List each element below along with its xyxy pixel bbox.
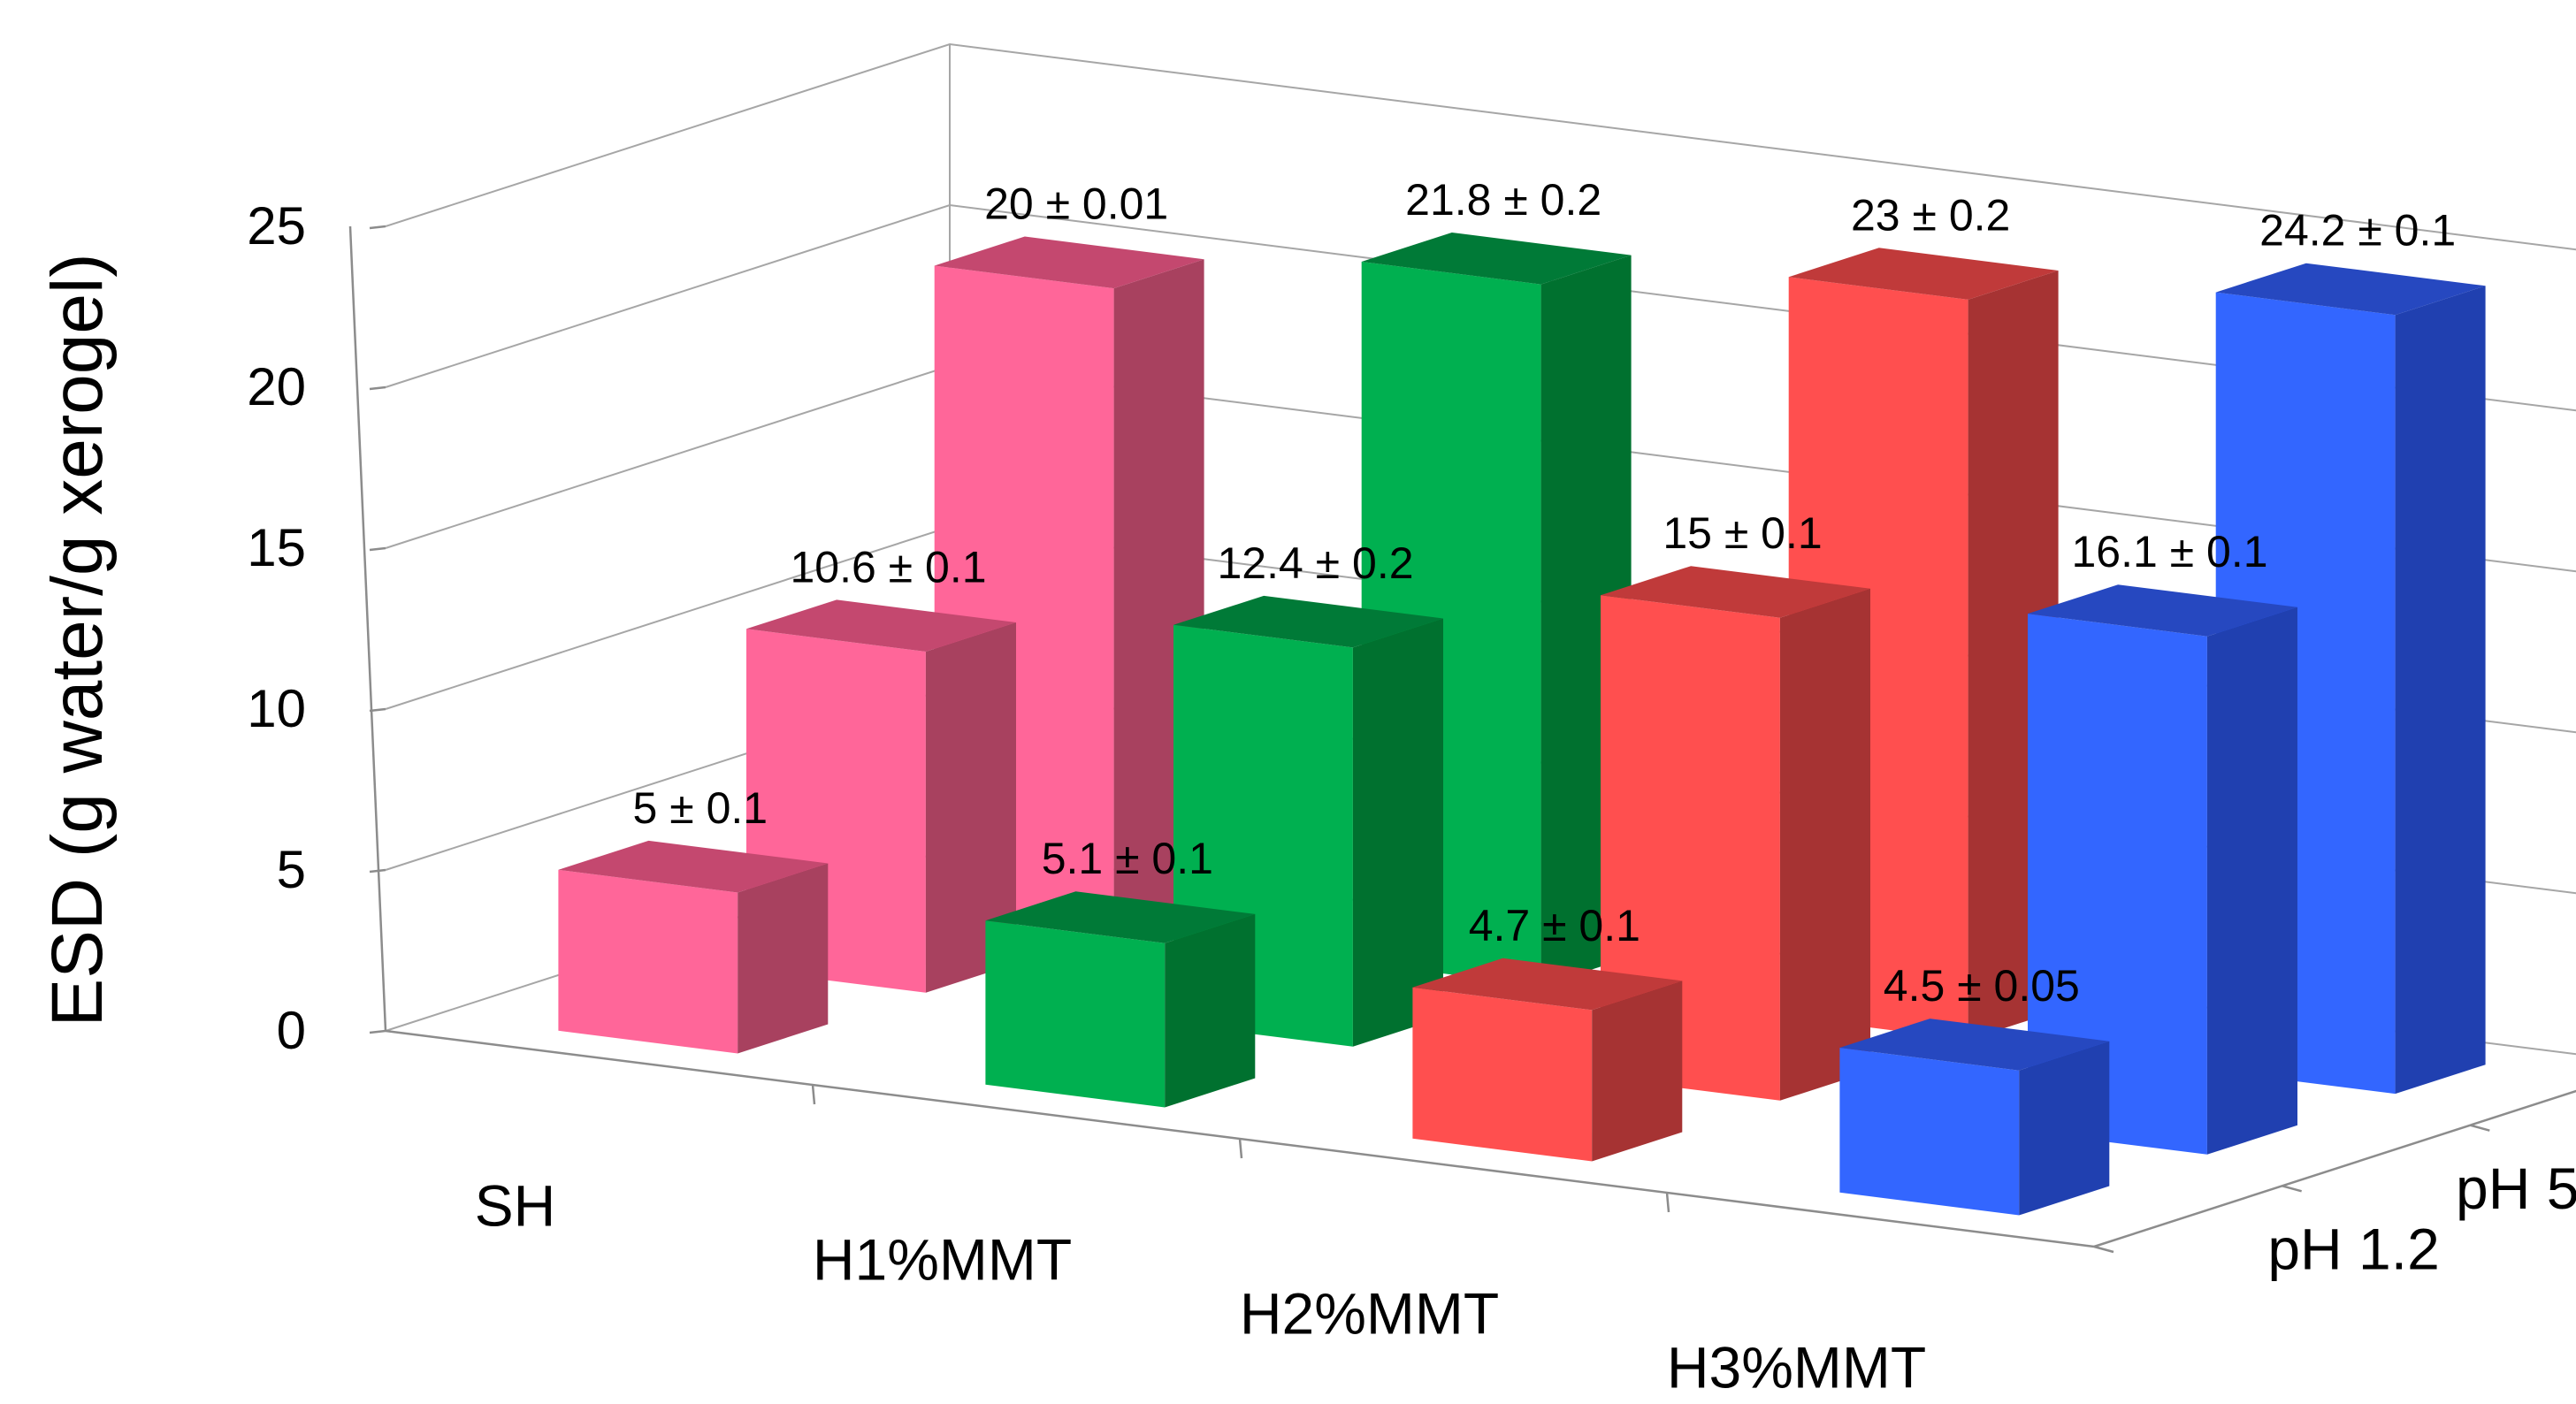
x-tick-label: H2%MMT [1240, 1281, 1499, 1347]
bar-front [2028, 614, 2207, 1155]
bar-side [2206, 607, 2297, 1155]
bar-front [985, 920, 1166, 1108]
x-tick [811, 1084, 816, 1105]
x-tick [1238, 1138, 1243, 1159]
bar-side [2019, 1041, 2110, 1216]
bar-side [738, 863, 829, 1054]
y-axis [348, 225, 387, 1032]
bar-3-1 [2028, 584, 2297, 1155]
bar-top [934, 236, 1204, 289]
data-label: 24.2 ± 0.1 [2259, 206, 2456, 256]
data-label: 4.5 ± 0.05 [1884, 961, 2080, 1011]
y-tick-label: 15 [247, 518, 306, 577]
depth-tick [2282, 1185, 2302, 1193]
y-tick-label: 10 [247, 679, 306, 738]
bar-top [1839, 1019, 2110, 1071]
data-label: 10.6 ± 0.1 [790, 542, 986, 591]
bar-2-0 [1412, 958, 1683, 1162]
bar-top [1788, 248, 2059, 300]
bar-top [2028, 584, 2297, 637]
bar-1-0 [985, 891, 1256, 1108]
bar-top [2215, 263, 2486, 316]
data-label: 21.8 ± 0.2 [1405, 175, 1601, 225]
x-tick-label: H3%MMT [1667, 1335, 1926, 1400]
bar-front [558, 869, 738, 1054]
depth-tick-label: pH 1.2 [2267, 1217, 2439, 1282]
bar-top [985, 891, 1256, 943]
bar-top [558, 840, 829, 893]
x-tick [1665, 1192, 1670, 1213]
gridline [385, 42, 2576, 251]
data-label: 12.4 ± 0.2 [1217, 538, 1413, 588]
bar-front [1601, 595, 1780, 1101]
bar-side [1165, 913, 1256, 1108]
x-tick-label: H1%MMT [813, 1227, 1072, 1293]
x-tick-label: SH [475, 1173, 556, 1239]
data-label: 5.1 ± 0.1 [1042, 834, 1213, 883]
y-tick-label: 25 [247, 196, 306, 256]
data-label: 16.1 ± 0.1 [2071, 527, 2267, 576]
y-tick [369, 225, 386, 230]
depth-axis [2093, 1089, 2576, 1248]
y-tick [369, 385, 386, 391]
y-tick [369, 707, 386, 713]
y-axis-title: ESD (g water/g xerogel) [37, 253, 118, 1026]
bar-0-0 [558, 840, 829, 1054]
y-tick-label: 5 [277, 840, 306, 899]
data-label: 15 ± 0.1 [1663, 508, 1822, 558]
data-label: 23 ± 0.2 [1851, 190, 2010, 240]
y-tick [369, 546, 386, 552]
y-tick [369, 868, 386, 874]
data-label: 5 ± 0.1 [633, 783, 768, 833]
data-label: 4.7 ± 0.1 [1469, 901, 1640, 950]
axes [348, 225, 2576, 1254]
bar-2-1 [1601, 566, 1870, 1101]
bar-side [1779, 588, 1870, 1101]
bar-side [1592, 981, 1683, 1162]
bars [558, 233, 2486, 1216]
bar-front [1839, 1048, 2020, 1216]
depth-tick [2470, 1124, 2490, 1132]
bar-top [1412, 958, 1683, 1011]
depth-tick [2093, 1245, 2114, 1254]
bar-front [1412, 987, 1593, 1162]
labels: 0 5 10 15 20 25 SH H1%MMT H2%MMT H3%MMT pH 1.2 pH 5… [247, 175, 2576, 1400]
bar-top [1361, 233, 1632, 285]
bar-3-0 [1839, 1019, 2110, 1216]
data-label: 20 ± 0.01 [984, 179, 1168, 229]
bar-top [1173, 595, 1443, 648]
bar-top [1601, 566, 1870, 618]
depth-tick-label: pH 5.4 [2456, 1156, 2576, 1221]
y-tick-label: 20 [247, 357, 306, 416]
bar-side [925, 622, 1016, 993]
bar-top [746, 599, 1016, 652]
bar-side [2395, 286, 2486, 1095]
bar-side [1352, 618, 1443, 1047]
y-tick-label: 0 [277, 1001, 306, 1060]
y-tick [369, 1029, 386, 1034]
